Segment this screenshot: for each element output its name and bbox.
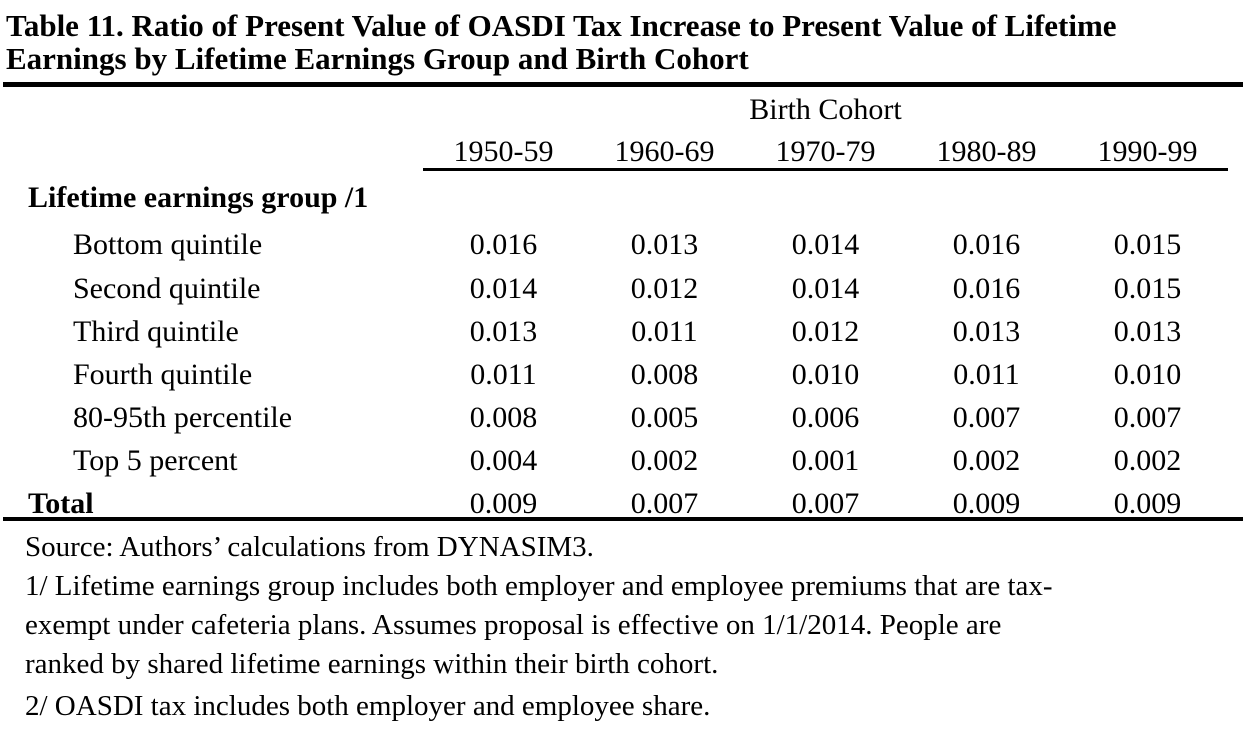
row-label: 80-95th percentile [73, 401, 293, 434]
table-row-total: Total 0.009 0.007 0.007 0.009 0.009 [0, 488, 1228, 520]
cell-value: 0.002 [1113, 444, 1182, 477]
cell-value: 0.008 [469, 401, 538, 434]
cell-value: 0.001 [791, 444, 860, 477]
bottom-rule [3, 517, 1243, 521]
cell-value: 0.002 [952, 444, 1021, 477]
section-header-label: Lifetime earnings group /1 [28, 181, 369, 214]
column-header-row: 1950-59 1960-69 1970-79 1980-89 1990-99 [0, 136, 1228, 168]
cell-value: 0.014 [791, 228, 860, 261]
cell-value: 0.009 [469, 487, 538, 520]
cell-value: 0.013 [630, 228, 699, 261]
birth-cohort-header: Birth Cohort [749, 93, 902, 126]
footnote-1-line-3: ranked by shared lifetime earnings withi… [25, 648, 719, 680]
table-title: Table 11. Ratio of Present Value of OASD… [6, 9, 1242, 75]
table-row-80-95th-percentile: 80-95th percentile 0.008 0.005 0.006 0.0… [0, 402, 1228, 434]
cell-value: 0.007 [630, 487, 699, 520]
footnote-2: 2/ OASDI tax includes both employer and … [25, 690, 711, 722]
top-rule [3, 82, 1243, 87]
cell-value: 0.005 [630, 401, 699, 434]
cell-value: 0.016 [469, 228, 538, 261]
cell-value: 0.008 [630, 358, 699, 391]
cell-value: 0.010 [791, 358, 860, 391]
cell-value: 0.013 [952, 315, 1021, 348]
column-header-rule [423, 168, 1228, 171]
cell-value: 0.012 [630, 272, 699, 305]
footnote-1-line-2: exempt under cafeteria plans. Assumes pr… [25, 609, 1002, 641]
cell-value: 0.015 [1113, 272, 1182, 305]
cell-value: 0.016 [952, 228, 1021, 261]
cell-value: 0.004 [469, 444, 538, 477]
total-label: Total [28, 487, 94, 520]
cell-value: 0.007 [791, 487, 860, 520]
cell-value: 0.007 [1113, 401, 1182, 434]
column-header-spacer [0, 136, 423, 168]
cell-value: 0.007 [952, 401, 1021, 434]
footnote-1-line-1: 1/ Lifetime earnings group includes both… [25, 570, 1053, 602]
cell-value: 0.016 [952, 272, 1021, 305]
cell-value: 0.012 [791, 315, 860, 348]
column-header-1950-59: 1950-59 [453, 135, 554, 168]
cell-value: 0.011 [470, 358, 537, 391]
group-header-row: Birth Cohort [0, 94, 1228, 126]
row-label: Top 5 percent [73, 444, 238, 477]
row-label: Third quintile [73, 315, 239, 348]
row-label: Fourth quintile [73, 358, 253, 391]
cell-value: 0.014 [469, 272, 538, 305]
row-label: Bottom quintile [73, 228, 263, 261]
table-row-third-quintile: Third quintile 0.013 0.011 0.012 0.013 0… [0, 316, 1228, 348]
cell-value: 0.015 [1113, 228, 1182, 261]
cell-value: 0.013 [1113, 315, 1182, 348]
cell-value: 0.009 [952, 487, 1021, 520]
table-title-line-2: Earnings by Lifetime Earnings Group and … [6, 41, 749, 76]
cell-value: 0.014 [791, 272, 860, 305]
row-label: Second quintile [73, 272, 261, 305]
column-header-1990-99: 1990-99 [1097, 135, 1198, 168]
cell-value: 0.006 [791, 401, 860, 434]
source-note: Source: Authors’ calculations from DYNAS… [25, 531, 594, 563]
column-header-1980-89: 1980-89 [936, 135, 1037, 168]
cell-value: 0.011 [631, 315, 698, 348]
table-row-bottom-quintile: Bottom quintile 0.016 0.013 0.014 0.016 … [0, 229, 1228, 261]
column-header-1970-79: 1970-79 [775, 135, 876, 168]
cell-value: 0.002 [630, 444, 699, 477]
group-header-spacer [0, 94, 423, 126]
table-title-line-1: Table 11. Ratio of Present Value of OASD… [6, 8, 1117, 43]
table-footnotes: Source: Authors’ calculations from DYNAS… [25, 528, 1240, 726]
cell-value: 0.013 [469, 315, 538, 348]
cell-value: 0.011 [953, 358, 1020, 391]
table-row-second-quintile: Second quintile 0.014 0.012 0.014 0.016 … [0, 273, 1228, 305]
section-header-row: Lifetime earnings group /1 [0, 182, 1228, 214]
cell-value: 0.010 [1113, 358, 1182, 391]
table-row-fourth-quintile: Fourth quintile 0.011 0.008 0.010 0.011 … [0, 359, 1228, 391]
cell-value: 0.009 [1113, 487, 1182, 520]
column-header-1960-69: 1960-69 [614, 135, 715, 168]
table-row-top-5-percent: Top 5 percent 0.004 0.002 0.001 0.002 0.… [0, 445, 1228, 477]
